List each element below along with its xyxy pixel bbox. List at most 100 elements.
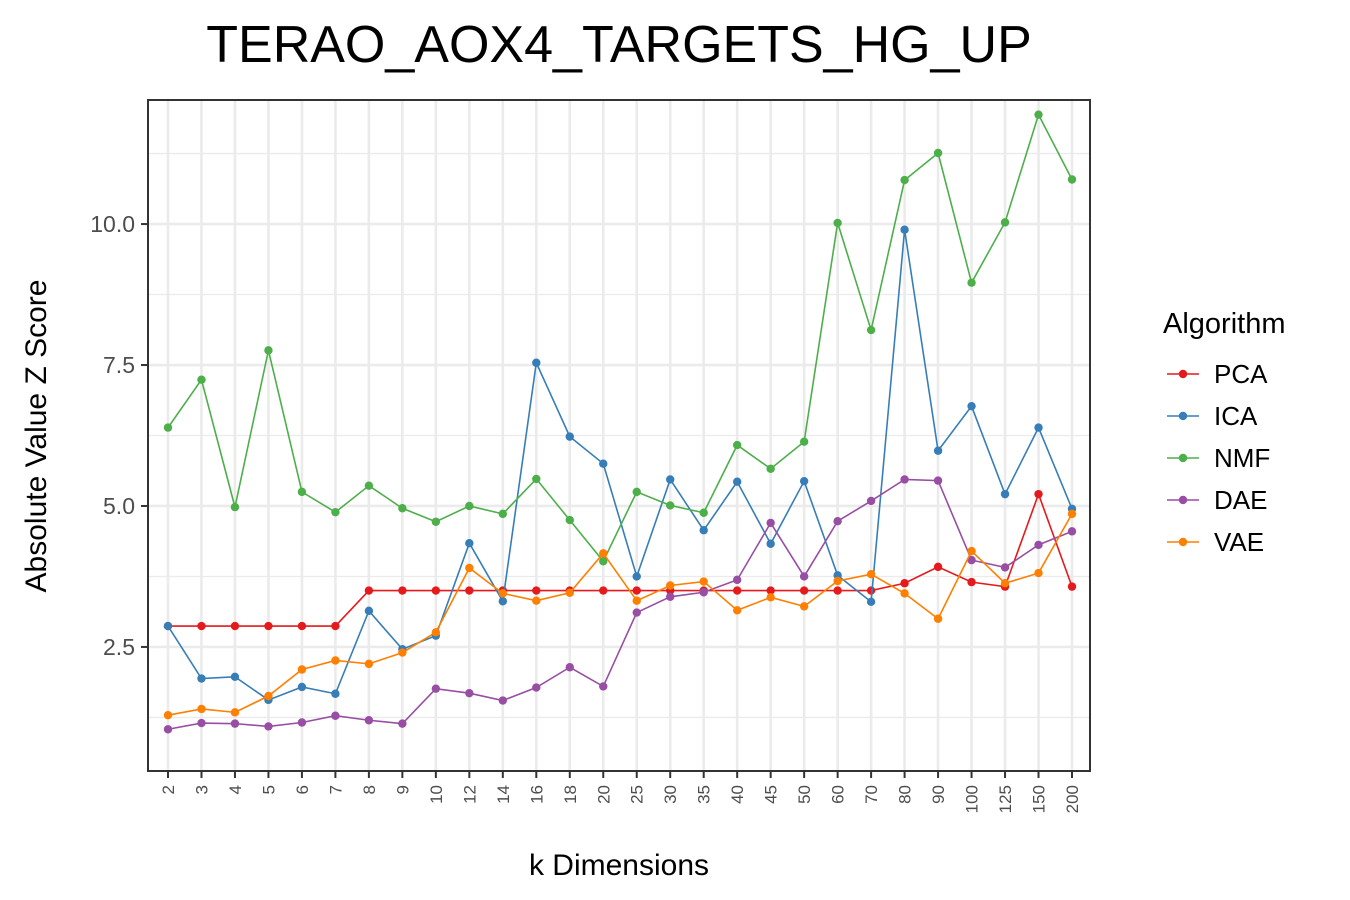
vae-point [431,628,441,637]
nmf-point [699,508,708,517]
x-tick-label: 6 [293,785,312,794]
dae-point [230,719,240,728]
dae-series [163,475,1077,734]
legend-label: ICA [1214,401,1258,431]
dae-point [699,588,708,597]
nmf-point [1034,110,1043,119]
x-tick-label: 200 [1063,785,1082,813]
x-tick-label: 80 [896,785,915,804]
dae-point [1000,563,1010,572]
vae-point [398,648,407,657]
nmf-point [900,175,909,185]
nmf-point [666,501,675,510]
ica-line [167,229,1073,701]
vae-series [163,509,1077,720]
x-tick-label: 12 [460,785,479,804]
dae-point [331,711,340,720]
dae-point [967,555,976,565]
dae-point [364,716,374,725]
vae-point [297,665,307,674]
legend-item-vae: VAE [1167,527,1264,557]
ica-point [599,459,608,468]
pca-point [766,586,775,595]
vae-point [364,659,374,669]
nmf-point [163,423,173,432]
x-tick-label: 4 [226,785,245,794]
vae-point [1067,509,1077,519]
legend-label: VAE [1214,527,1264,557]
vae-point [699,577,708,586]
ica-point [732,477,742,486]
x-tick-label: 40 [728,785,747,804]
vae-line [167,513,1073,716]
vae-point [766,593,775,602]
vae-point [933,614,943,623]
pca-point [465,586,474,595]
vae-point [532,596,541,605]
ica-point [163,621,173,631]
dae-point [532,683,541,692]
legend-title: Algorithm [1163,308,1286,340]
x-tick-label: 70 [862,785,881,804]
nmf-point [833,218,842,228]
x-tick-label: 50 [795,785,814,804]
x-tick-label: 16 [527,785,546,804]
ica-point [498,597,508,606]
dae-point [1034,540,1043,550]
ica-point [1000,489,1010,499]
nmf-point [599,557,608,566]
pca-point [632,586,641,595]
nmf-point [331,507,340,517]
ica-point [699,526,708,535]
x-tick-label: 2 [159,785,178,794]
x-tick-label: 10 [427,785,446,804]
nmf-point [465,501,474,511]
nmf-point [498,509,508,519]
y-tick-label: 5.0 [103,493,135,519]
x-tick-label: 60 [829,785,848,804]
pca-point [1067,582,1077,591]
vae-point [498,589,508,598]
pca-line [168,491,1073,627]
pca-point [799,586,809,595]
nmf-point [632,487,641,497]
ica-point [967,401,976,411]
nmf-point [297,487,307,497]
dae-point [766,518,775,528]
nmf-point [732,440,742,450]
y-axis-title: Absolute Value Z Score [20,280,53,593]
dae-point [900,475,909,484]
ica-point [230,672,240,682]
dae-point [498,696,508,705]
x-tick-label: 8 [360,785,379,794]
x-tick-label: 150 [1030,785,1049,813]
ica-point [465,538,474,548]
legend-item-ica: ICA [1167,401,1258,431]
legend-label: DAE [1214,485,1267,515]
legend-item-pca: PCA [1167,359,1268,389]
legend-key-point [1178,537,1188,547]
y-tick-label: 2.5 [103,634,135,660]
pca-point [532,586,541,595]
pca-point [599,586,608,595]
x-tick-label: 14 [494,785,513,804]
dae-point [666,592,675,601]
ica-point [666,475,675,484]
ica-point [364,606,374,616]
dae-line [167,478,1073,731]
x-tick-label: 100 [963,785,982,813]
legend-key-point [1178,495,1188,505]
dae-point [632,608,641,617]
x-tick-label: 45 [762,785,781,804]
nmf-point [532,474,541,484]
pca-point [431,586,441,595]
nmf-point [933,148,943,158]
dae-point [565,663,574,672]
nmf-point [766,464,775,473]
dae-point [599,682,608,691]
nmf-point [197,375,206,384]
nmf-point [799,437,809,446]
legend-key-point [1178,411,1188,421]
ica-point [297,682,307,692]
